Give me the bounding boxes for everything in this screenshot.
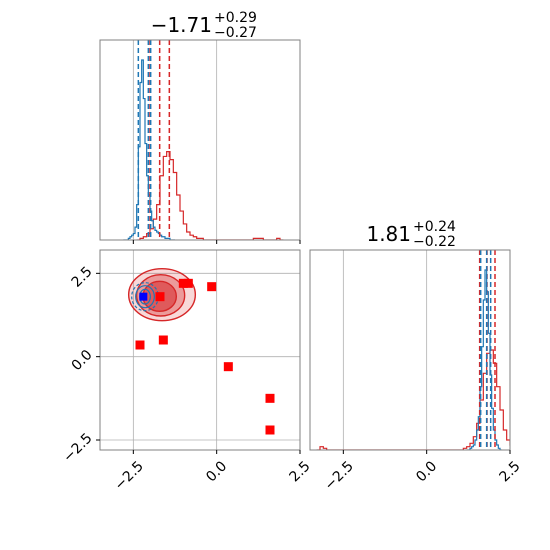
- param1-y-tick-label-2: 2.5: [69, 264, 96, 291]
- param1-x-tick-label-0: −2.5: [322, 458, 357, 493]
- param1-x-tick-label-1: 0.0: [413, 458, 440, 485]
- red-marker-6: [223, 362, 233, 372]
- panel-title-param1: 1.81 +0.24−0.22: [366, 219, 456, 250]
- panel-frame-param1: [309, 249, 511, 451]
- blue-histogram-param1: [466, 269, 502, 450]
- panel-frame-param0: [99, 39, 301, 241]
- red-marker-3: [178, 278, 188, 288]
- title-value: −1.71: [151, 13, 212, 37]
- title-lower-error: −0.22: [413, 234, 456, 250]
- blue-histogram-param0: [123, 59, 175, 240]
- red-marker-4: [183, 278, 193, 288]
- red-marker-5: [207, 282, 217, 292]
- param1-x-tick-label-2: 2.5: [497, 458, 524, 485]
- blue-histogram-param1-step: [466, 269, 502, 450]
- title-value: 1.81: [366, 222, 411, 246]
- red-histogram-param1: [316, 349, 510, 450]
- panel-title-param0: −1.71 +0.29−0.27: [151, 10, 257, 41]
- title-upper-error: +0.29: [214, 10, 257, 26]
- red-marker-7: [265, 393, 275, 403]
- red-marker-1: [158, 335, 168, 345]
- title-lower-error: −0.27: [214, 25, 257, 41]
- title-upper-error: +0.24: [413, 219, 456, 235]
- param0-x-tick-label-2: 2.5: [287, 458, 314, 485]
- red-histogram-param1-step: [316, 349, 510, 450]
- red-marker-8: [265, 425, 275, 435]
- param1-y-tick-label-0: −2.5: [60, 430, 95, 465]
- param0-x-tick-label-0: −2.5: [112, 458, 147, 493]
- blue-marker-0: [139, 292, 148, 301]
- param0-x-tick-label-1: 0.0: [203, 458, 230, 485]
- red-marker-2: [155, 292, 165, 302]
- scatter-area: [127, 267, 275, 435]
- blue-histogram-param0-step: [123, 59, 175, 240]
- blue-contour-1: [135, 285, 155, 309]
- panel-frame-2d: [99, 249, 301, 451]
- red-histogram-param0-step: [136, 151, 284, 240]
- param1-y-tick-label-1: 0.0: [69, 347, 96, 374]
- red-marker-0: [135, 340, 145, 350]
- red-histogram-param0: [136, 151, 284, 240]
